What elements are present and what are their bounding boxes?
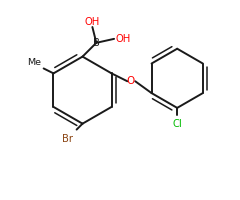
Text: Cl: Cl <box>172 119 182 129</box>
Text: OH: OH <box>115 34 131 44</box>
Text: Br: Br <box>62 134 73 144</box>
Text: B: B <box>93 38 100 48</box>
Text: O: O <box>126 76 134 86</box>
Text: Me: Me <box>27 58 41 67</box>
Text: OH: OH <box>85 17 100 27</box>
